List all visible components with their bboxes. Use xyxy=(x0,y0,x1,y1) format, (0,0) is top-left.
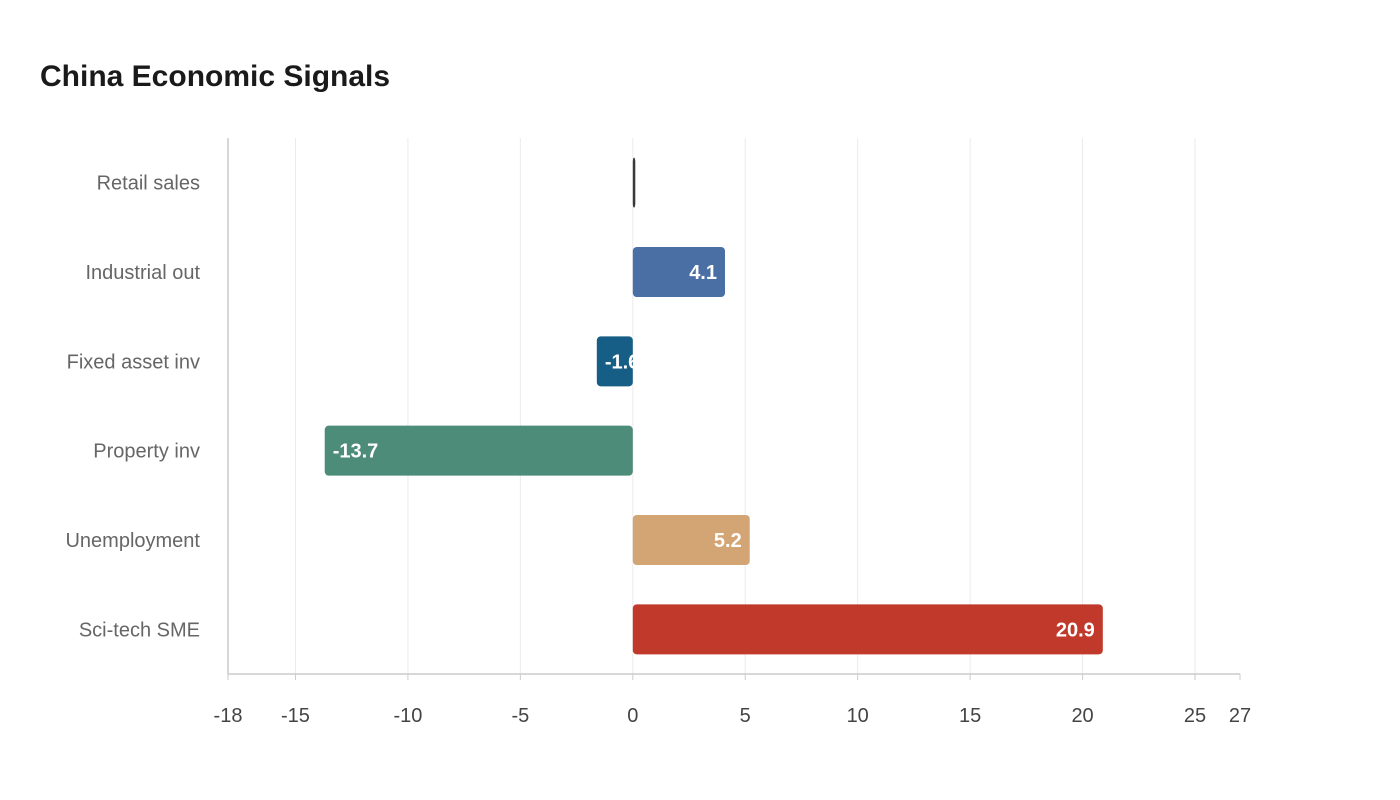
bar xyxy=(324,425,633,476)
axes xyxy=(227,138,1241,680)
x-tick-label: -5 xyxy=(511,705,529,727)
x-tick-label: 27 xyxy=(1229,705,1251,727)
bar-value-label: -13.7 xyxy=(333,441,379,463)
bars xyxy=(324,157,1103,655)
x-tick-label: 25 xyxy=(1184,705,1206,727)
bar-value-label: 0.1 xyxy=(599,173,627,195)
bar-value-label: 4.1 xyxy=(689,262,717,284)
category-label: Fixed asset inv xyxy=(67,351,200,373)
category-label: Unemployment xyxy=(65,530,200,552)
bar xyxy=(632,247,726,297)
x-tick-label: -10 xyxy=(393,705,422,727)
x-tick-label: 15 xyxy=(959,705,981,727)
x-tick-label: 10 xyxy=(847,705,869,727)
category-label: Industrial out xyxy=(85,262,200,284)
bar xyxy=(632,157,636,208)
bar xyxy=(596,336,633,387)
bar-value-label: -1.6 xyxy=(605,351,639,373)
x-tick-label: 5 xyxy=(740,705,751,727)
grid-lines xyxy=(294,138,1196,674)
bar xyxy=(632,604,1103,655)
bar xyxy=(632,515,750,565)
x-tick-label: -15 xyxy=(281,705,310,727)
x-tick-label: 20 xyxy=(1071,705,1093,727)
chart-title: China Economic Signals xyxy=(40,60,391,93)
x-tick-label: -18 xyxy=(214,705,243,727)
labels: -18 -15 -10 -5 0 5 10 15 20 25 27 Retail sales 0.1 In… xyxy=(65,173,1251,727)
category-label: Property inv xyxy=(93,441,200,463)
bar-value-label: 5.2 xyxy=(714,530,742,552)
category-label: Sci-tech SME xyxy=(79,619,200,641)
x-tick-label: 0 xyxy=(627,705,638,727)
category-label: Retail sales xyxy=(97,173,200,195)
bar-value-label: 20.9 xyxy=(1056,619,1095,641)
